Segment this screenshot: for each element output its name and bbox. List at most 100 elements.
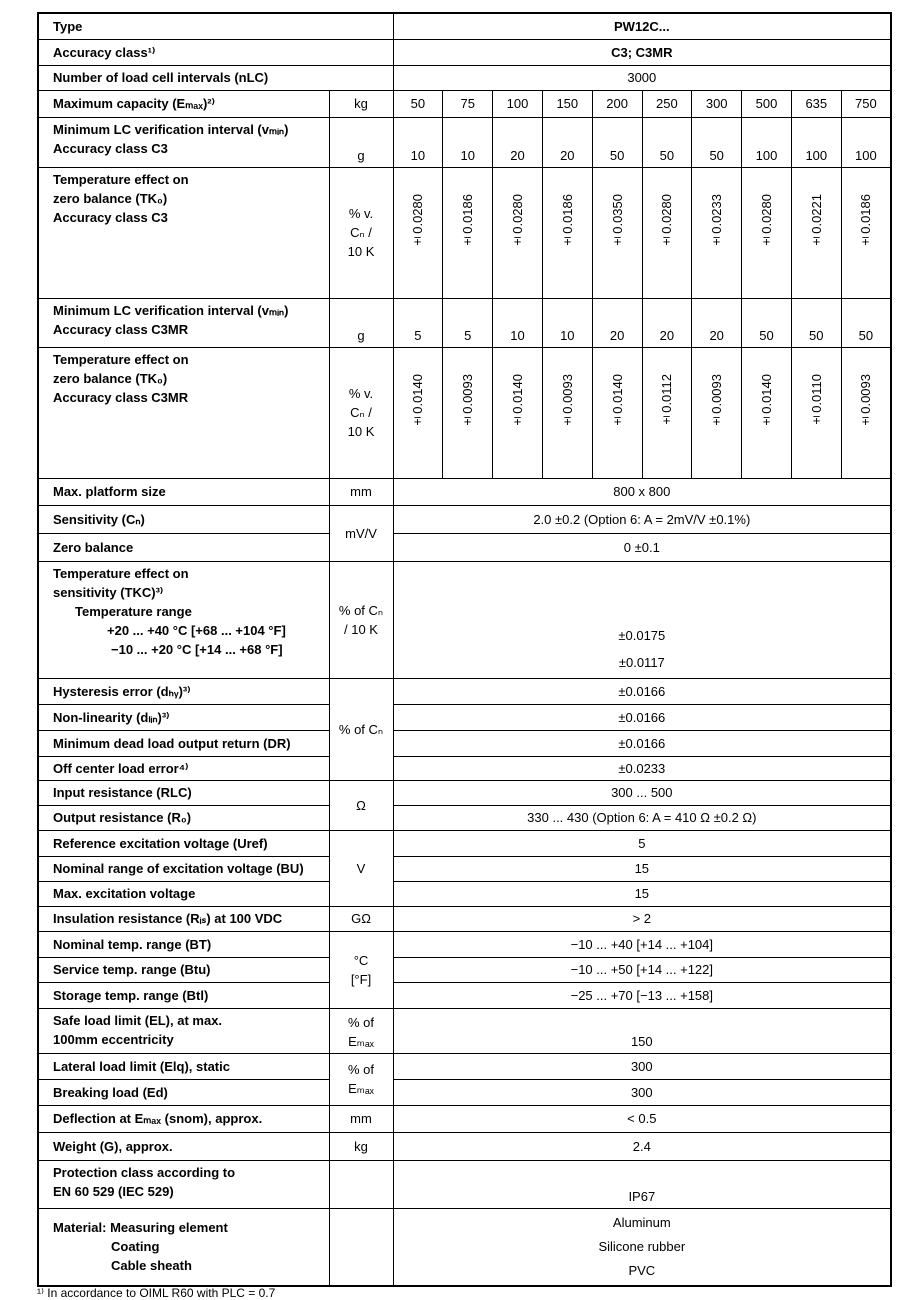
value-cell: ±0.0093 <box>691 346 743 479</box>
label-cell: Lateral load limit (Elq), static <box>37 1052 330 1080</box>
value: ±0.0186 <box>858 193 874 249</box>
row-label: Accuracy class C3MR <box>53 321 189 337</box>
unit-cell <box>328 1207 394 1286</box>
value: 20 <box>709 327 724 343</box>
value-cell: ±0.0280 <box>641 166 693 299</box>
value: ±0.0093 <box>559 373 575 429</box>
value: 0 ±0.1 <box>623 539 660 555</box>
value-cell: 150 <box>392 1007 892 1054</box>
value: 250 <box>656 96 678 111</box>
unit: Cₙ / <box>350 405 372 420</box>
value: 200 <box>606 96 628 111</box>
value-cell: 50 <box>840 297 892 348</box>
value: 100 <box>855 147 877 163</box>
value-cell: PW12C... <box>392 12 892 40</box>
value: 300 <box>630 1058 653 1074</box>
label-cell: Off center load error⁴⁾ <box>37 755 330 781</box>
value: 20 <box>659 327 675 343</box>
spec-row: Breaking load (Ed) 300 <box>37 1078 892 1106</box>
row-label: Max. excitation voltage <box>53 886 196 901</box>
value: 10 <box>460 147 475 163</box>
value-cell: 100 <box>492 89 543 118</box>
value: Aluminum <box>612 1214 671 1230</box>
value-cell: 50 <box>641 116 693 168</box>
spec-row: Reference excitation voltage (Uref) V 5 <box>37 829 892 907</box>
value: 5 <box>414 327 422 343</box>
value-cell: ±0.0166 <box>392 677 892 705</box>
value-cell: ±0.0140 <box>741 346 792 479</box>
label-cell: Non-linearity (dₗᵢₙ)³⁾ <box>37 703 330 731</box>
spec-table-wrap: Type PW12C... Accuracy class¹⁾ C3; C3MR Numb… <box>37 12 893 1287</box>
value: 50 <box>609 147 625 163</box>
spec-row: Input resistance (RLC) Ω 300 ... 500 <box>37 779 892 831</box>
row-label: Reference excitation voltage (Uref) <box>53 835 268 851</box>
row-label: Maximum capacity (Eₘₐₓ)²⁾ <box>53 96 215 111</box>
value: ±0.0166 <box>618 709 666 725</box>
unit-cell: V <box>328 829 394 907</box>
row-label: Service temp. range (Btu) <box>53 962 211 977</box>
label-cell: Safe load limit (EL), at max. 100mm eccen… <box>37 1007 330 1054</box>
value-cell: 100 <box>790 116 842 168</box>
unit-cell: Ω <box>328 779 394 831</box>
unit: GΩ <box>351 911 371 926</box>
value-cell: ±0.0233 <box>691 166 743 299</box>
spec-row: Insulation resistance (Rᵢₛ) at 100 VDC GΩ… <box>37 905 892 932</box>
unit-cell: mm <box>328 477 394 506</box>
value: ±0.0110 <box>808 373 824 428</box>
value: 20 <box>560 147 575 163</box>
label-cell: Max. platform size <box>37 477 330 506</box>
value-cell: ±0.0093 <box>840 346 892 479</box>
value: 10 <box>510 327 525 343</box>
value: ±0.0093 <box>709 373 725 429</box>
unit-cell: °C [°F] <box>328 930 394 1009</box>
value: 300 ... 500 <box>611 785 673 800</box>
unit: mm <box>350 1111 372 1126</box>
value: 3000 <box>627 70 657 85</box>
value: 15 <box>634 886 650 901</box>
spec-row: Nominal temp. range (BT) °C [°F] −10 ... +4… <box>37 930 892 1009</box>
value: 50 <box>759 327 774 343</box>
label-cell: Input resistance (RLC) <box>37 779 330 806</box>
unit: % of Cₙ <box>338 721 384 737</box>
row-label: zero balance (TK₀) <box>53 190 168 206</box>
value: 20 <box>510 147 525 163</box>
value-cell: 2.0 ±0.2 (Option 6: A = 2mV/V ±0.1%) <box>392 504 892 534</box>
row-label: Max. platform size <box>53 484 166 499</box>
unit: % of <box>348 1014 375 1030</box>
value: 300 <box>630 1084 653 1100</box>
unit: g <box>357 327 365 343</box>
value-cell: 3000 <box>392 64 892 91</box>
spec-table: Type PW12C... Accuracy class¹⁾ C3; C3MR Numb… <box>37 12 893 1287</box>
label-cell: Temperature effect on sensitivity (TKC)³⁾… <box>37 560 330 679</box>
value-cell: −25 ... +70 [−13 ... +158] <box>392 981 892 1009</box>
value: ±0.0093 <box>858 373 874 429</box>
value-cell: 635 <box>790 89 842 118</box>
spec-row: Temperature effect on zero balance (TK₀) A… <box>37 166 892 299</box>
unit-cell: mV/V <box>328 504 394 562</box>
footnote: ¹⁾ In accordance to OIML R60 with PLC = … <box>37 1286 276 1300</box>
value: ±0.0140 <box>510 373 525 429</box>
value: 635 <box>805 96 828 111</box>
value-cell: 800 x 800 <box>392 477 892 506</box>
spec-row: Storage temp. range (Btl) −25 ... +70 [−1… <box>37 981 892 1009</box>
value-cell: 500 <box>741 89 792 118</box>
row-label: −10 ... +20 °C [+14 ... +68 °F] <box>111 641 283 657</box>
value: 750 <box>855 96 877 111</box>
row-label: Temperature range <box>75 603 192 619</box>
value-cell: ±0.0110 <box>790 346 842 479</box>
label-cell: Temperature effect on zero balance (TK₀) A… <box>37 346 330 479</box>
row-label: Insulation resistance (Rᵢₛ) at 100 VDC <box>53 911 283 926</box>
value-cell: Aluminum Silicone rubber PVC <box>392 1207 892 1286</box>
unit: / 10 K <box>344 621 378 637</box>
row-label: Minimum LC verification interval (vₘᵢₙ) <box>53 302 289 318</box>
label-cell: Sensitivity (Cₙ) <box>37 504 330 534</box>
spec-row: Safe load limit (EL), at max. 100mm eccen… <box>37 1007 892 1054</box>
unit: kg <box>354 1138 368 1154</box>
unit-cell: mm <box>328 1104 394 1133</box>
value-cell: ±0.0140 <box>591 346 643 479</box>
row-label: Weight (G), approx. <box>53 1138 173 1154</box>
value: 100 <box>755 147 778 163</box>
spec-row: Maximum capacity (Eₘₐₓ)²⁾ kg 50 75 100 150 200… <box>37 89 892 118</box>
label-cell: Minimum dead load output return (DR) <box>37 729 330 757</box>
row-label: Accuracy class C3 <box>53 140 168 156</box>
